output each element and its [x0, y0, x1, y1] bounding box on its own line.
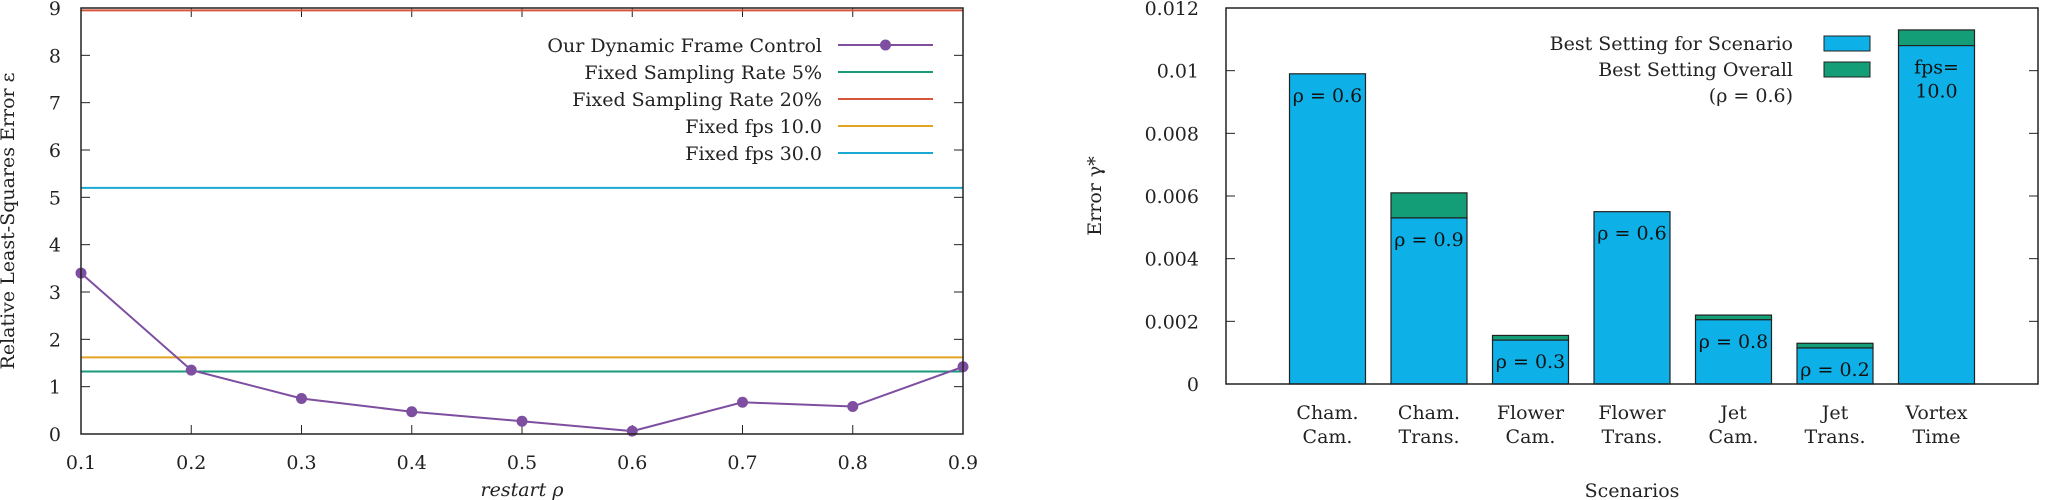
- plot-frame: [80, 7, 964, 435]
- y-tick-label: 0.006: [1145, 186, 1199, 208]
- y-tick-label: 9: [49, 0, 61, 20]
- x-tick-label: 0.9: [948, 452, 978, 474]
- x-tick-label: Trans.: [1398, 426, 1459, 448]
- bar-label: 10.0: [1915, 81, 1957, 103]
- bar-label: ρ = 0.6: [1293, 85, 1362, 107]
- y-axis-label: Relative Least-Squares Error ε: [0, 73, 19, 370]
- bar-scenario: [1694, 319, 1773, 385]
- bar-scenario: [1796, 347, 1874, 385]
- x-tick-label: 0.1: [66, 452, 96, 474]
- bar-scenario: [1390, 217, 1468, 385]
- x-tick-label: Time: [1912, 426, 1960, 448]
- bar-label: ρ = 0.2: [1800, 359, 1869, 381]
- legend-note: (ρ = 0.6): [1709, 85, 1793, 107]
- bar-overall: [1390, 192, 1468, 219]
- x-tick-label: Flower: [1497, 402, 1565, 424]
- y-tick-label: 6: [49, 140, 61, 162]
- x-tick-label: 0.4: [397, 452, 427, 474]
- y-tick-label: 0.008: [1145, 123, 1199, 145]
- y-tick-label: 0.002: [1145, 311, 1199, 333]
- x-tick-label: Cam.: [1709, 426, 1759, 448]
- plot-frame: [1225, 7, 2039, 385]
- data-point: [296, 393, 307, 404]
- y-axis-label: Error γ*: [1084, 156, 1106, 236]
- x-tick-label: Jet: [1820, 402, 1849, 424]
- bar-scenario: [1491, 339, 1570, 385]
- bar-scenario: [1593, 211, 1671, 385]
- bar-overall: [1694, 314, 1773, 321]
- data-point: [516, 415, 528, 427]
- x-tick-label: Jet: [1718, 402, 1747, 424]
- y-tick-label: 0: [49, 424, 61, 446]
- y-tick-label: 0.004: [1145, 249, 1199, 271]
- bar-label: fps=: [1914, 57, 1959, 79]
- data-point: [626, 425, 638, 437]
- x-tick-label: Cam.: [1506, 426, 1556, 448]
- y-tick-label: 2: [49, 329, 61, 351]
- x-tick-label: Cham.: [1398, 402, 1460, 424]
- x-tick-label: 0.7: [727, 452, 757, 474]
- x-tick-label: Trans.: [1804, 426, 1865, 448]
- y-tick-label: 4: [49, 235, 61, 257]
- series-line: [80, 272, 964, 433]
- x-tick-label: 0.3: [286, 452, 316, 474]
- y-tick-label: 3: [49, 282, 61, 304]
- bar-label: ρ = 0.9: [1394, 229, 1463, 251]
- x-axis-label: restart ρ: [481, 479, 565, 500]
- legend-swatch: [1823, 35, 1871, 52]
- legend-label: Fixed fps 30.0: [685, 143, 822, 165]
- legend-label: Fixed Sampling Rate 20%: [572, 89, 822, 111]
- data-point: [185, 364, 197, 376]
- line-chart: 0 1 2 3 4 5 6 7 8 9 0.1 0.2 0.3 0.4 0.5 0.6 0.7 0.8 0.9 Our…: [0, 0, 978, 500]
- x-tick-label: Cam.: [1303, 426, 1353, 448]
- x-tick-label: 0.6: [617, 452, 647, 474]
- x-tick-label: 0.2: [176, 452, 206, 474]
- y-tick-label: 0.012: [1145, 0, 1199, 20]
- x-tick-label: Flower: [1598, 402, 1666, 424]
- legend-swatch: [1823, 61, 1871, 78]
- legend-label: Fixed Sampling Rate 5%: [584, 62, 822, 84]
- bar-scenario: [1897, 44, 1976, 385]
- legend-label: Best Setting for Scenario: [1550, 33, 1793, 55]
- bar-label: ρ = 0.8: [1699, 331, 1768, 353]
- y-tick-label: 0.01: [1157, 61, 1199, 83]
- bar-label: ρ = 0.3: [1496, 351, 1565, 373]
- x-tick-label: Cham.: [1296, 402, 1358, 424]
- data-point: [847, 401, 859, 413]
- y-tick-label: 8: [49, 45, 61, 67]
- legend-label: Fixed fps 10.0: [685, 116, 822, 138]
- bar-chart: 0 0.002 0.004 0.006 0.008 0.01 0.012 ρ = 0.6 Cha…: [1084, 0, 2039, 500]
- legend-label: Best Setting Overall: [1598, 59, 1793, 81]
- bar-overall: [1897, 29, 1976, 47]
- legend-marker: [880, 39, 891, 51]
- x-axis-label: Scenarios: [1585, 480, 1680, 500]
- data-point: [737, 396, 748, 408]
- data-point: [406, 406, 418, 418]
- y-tick-label: 0: [1187, 374, 1199, 396]
- x-tick-label: 0.5: [507, 452, 537, 474]
- y-tick-label: 5: [49, 187, 61, 209]
- y-tick-label: 7: [49, 93, 61, 115]
- y-tick-label: 1: [49, 377, 61, 399]
- legend-label: Our Dynamic Frame Control: [547, 35, 822, 57]
- bar-label: ρ = 0.6: [1597, 223, 1666, 245]
- x-tick-label: 0.8: [838, 452, 868, 474]
- x-tick-label: Vortex: [1904, 402, 1967, 424]
- bar-scenario: [1288, 73, 1367, 385]
- bar-overall: [1491, 334, 1570, 341]
- x-tick-label: Trans.: [1601, 426, 1662, 448]
- bar-overall: [1796, 342, 1874, 349]
